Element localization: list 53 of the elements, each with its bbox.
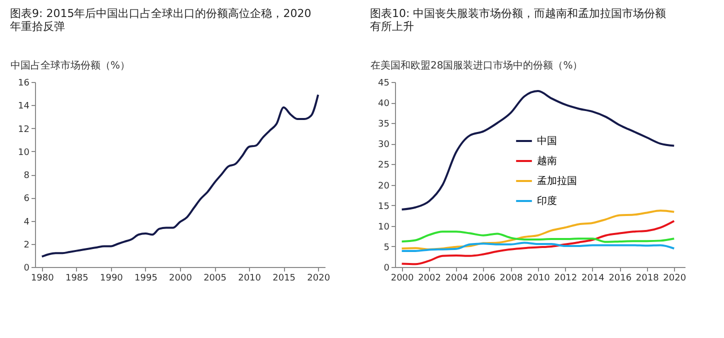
- legend-label: 中国: [537, 135, 557, 147]
- y-tick-label: 2: [24, 240, 30, 250]
- line-series: [40, 94, 320, 258]
- y-tick-label: 8: [24, 171, 30, 181]
- x-tick-label: 2015: [272, 274, 296, 284]
- x-tick-label: 2018: [636, 274, 660, 284]
- x-tick-label: 1980: [30, 274, 54, 284]
- x-tick-label: 2016: [608, 274, 632, 284]
- y-tick-label: 45: [378, 78, 390, 88]
- y-axis-title: 在美国和欧盟28国服装进口市场中的份额（%）: [370, 60, 583, 72]
- y-tick-label: 14: [18, 102, 30, 112]
- x-tick-label: 1995: [134, 274, 158, 284]
- legend-label: 孟加拉国: [537, 175, 577, 187]
- chart-title: 图表9: 2015年后中国出口占全球出口的份额高位企稳，2020年重拾反弹: [10, 7, 312, 33]
- x-tick-label: 2010: [527, 274, 550, 284]
- x-tick-label: 2005: [204, 274, 226, 284]
- y-tick-label: 15: [378, 202, 390, 212]
- chart-title: 图表10: 中国丧失服装市场份额，而越南和孟加拉国市场份额有所上升: [370, 7, 666, 33]
- x-tick-label: 2000: [390, 274, 414, 284]
- x-tick-label: 2012: [554, 274, 578, 284]
- line-series: [400, 230, 676, 243]
- x-tick-label: 2006: [472, 274, 496, 284]
- y-tick-label: 0: [384, 264, 390, 274]
- y-tick-label: 25: [378, 160, 390, 171]
- legend-label: 越南: [537, 155, 557, 167]
- line-series: [400, 90, 676, 210]
- x-tick-label: 2002: [418, 274, 441, 284]
- x-tick-label: 2010: [238, 274, 262, 284]
- y-tick-label: 5: [384, 242, 390, 253]
- y-tick-label: 4: [24, 217, 30, 228]
- y-tick-label: 30: [378, 140, 390, 150]
- y-tick-label: 10: [378, 222, 390, 232]
- x-tick-label: 2004: [445, 274, 468, 284]
- y-tick-label: 40: [378, 99, 390, 110]
- legend-label: 印度: [537, 195, 557, 207]
- x-tick-label: 2020: [307, 274, 330, 284]
- line-series: [400, 210, 676, 250]
- y-tick-label: 10: [18, 148, 30, 158]
- y-axis-title: 中国占全球市场份额（%）: [10, 60, 130, 72]
- x-tick-label: 1990: [100, 274, 124, 284]
- x-tick-label: 1985: [65, 274, 88, 284]
- y-tick-label: 12: [18, 124, 30, 135]
- y-tick-label: 35: [378, 120, 390, 130]
- y-tick-label: 0: [24, 264, 30, 274]
- y-tick-label: 6: [24, 194, 30, 204]
- y-tick-label: 16: [18, 78, 30, 88]
- x-tick-label: 2008: [500, 274, 523, 284]
- line-series: [400, 220, 676, 266]
- x-tick-label: 2014: [581, 274, 605, 284]
- y-tick-label: 20: [378, 181, 390, 192]
- x-tick-label: 2000: [169, 274, 192, 284]
- line-series: [400, 242, 676, 252]
- x-tick-label: 2020: [663, 274, 686, 284]
